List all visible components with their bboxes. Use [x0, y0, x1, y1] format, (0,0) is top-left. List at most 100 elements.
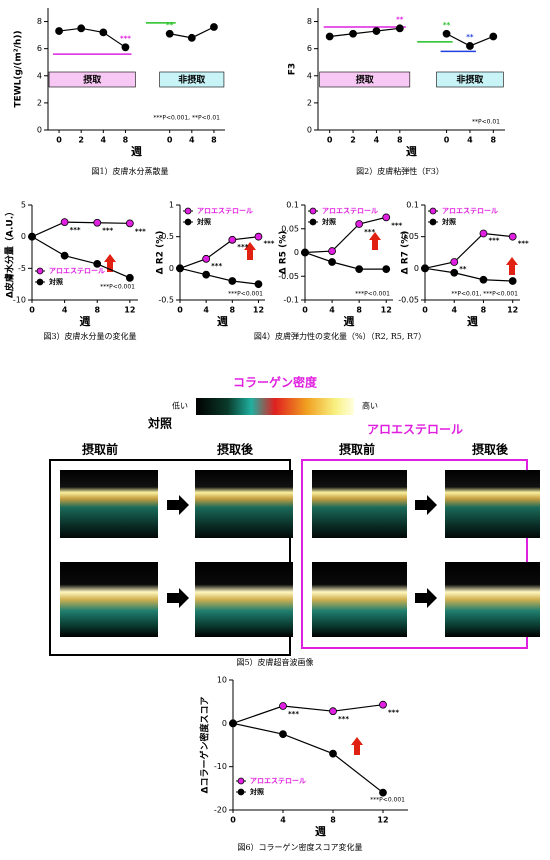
- data-point: [450, 258, 459, 266]
- x-tick-label: 8: [211, 136, 217, 145]
- colorbar-title: コラーゲン密度: [233, 375, 318, 390]
- y-tick-label: 0: [37, 126, 42, 135]
- legend-label: アロエステロール: [322, 207, 378, 215]
- x-axis-label: 週: [131, 144, 142, 158]
- data-point: [395, 24, 404, 33]
- series-line: [232, 704, 384, 724]
- x-tick-label: 0: [177, 306, 183, 315]
- significance-label: **: [443, 21, 451, 29]
- legend-marker: [184, 218, 192, 226]
- x-tick-label: 12: [253, 306, 264, 315]
- x-tick-label: 8: [94, 306, 100, 315]
- caption: 図3）皮膚水分量の変化量: [43, 331, 136, 341]
- data-point: [77, 24, 86, 33]
- caption: 図5）皮膚超音波画像: [236, 657, 313, 667]
- y-axis-label: Δコラーゲン密度スコア: [199, 697, 211, 794]
- x-tick-label: 0: [422, 306, 428, 315]
- data-point: [372, 27, 381, 35]
- caption: 図2）皮膚粘弾性（F3）: [356, 166, 444, 176]
- y-tick-label: 0: [414, 264, 419, 273]
- x-tick-label: 12: [381, 306, 392, 315]
- significance-label: ***: [338, 715, 349, 723]
- x-tick-label: 8: [330, 816, 336, 825]
- data-point: [479, 275, 488, 284]
- series-line: [179, 236, 259, 269]
- legend-marker: [429, 207, 437, 215]
- legend-label: アロエステロール: [250, 777, 306, 785]
- x-axis-label: 週: [217, 314, 228, 328]
- y-axis-label: Δ皮膚水分量（A.U.）: [4, 207, 16, 298]
- y-tick-label: 0: [169, 264, 174, 273]
- data-point: [165, 29, 174, 38]
- y-tick-label: -5: [18, 264, 26, 273]
- ultrasound-image: [445, 470, 540, 538]
- significance-label: **: [466, 33, 474, 41]
- x-tick-label: 0: [302, 306, 308, 315]
- group-box: [301, 459, 528, 649]
- arrow: [506, 257, 518, 275]
- legend-label: 対照: [48, 277, 63, 286]
- y-tick-label: 0.5: [161, 232, 174, 241]
- y-tick-label: -0.05: [398, 296, 419, 305]
- legend-label: アロエステロール: [197, 207, 253, 215]
- x-axis-label: 週: [344, 314, 355, 328]
- x-tick-label: 4: [203, 306, 209, 315]
- significance-label: ***: [211, 262, 222, 270]
- data-point: [329, 707, 337, 716]
- y-tick-label: 2: [37, 98, 42, 107]
- legend-label: アロエステロール: [49, 267, 105, 275]
- data-point: [466, 42, 474, 50]
- x-tick-label: 4: [101, 136, 107, 145]
- series-line: [424, 267, 513, 282]
- y-tick-label: -10: [214, 762, 227, 771]
- x-axis-label: 週: [406, 144, 417, 158]
- data-point: [442, 29, 451, 38]
- footnote: **P<0.01: [472, 119, 500, 126]
- x-tick-label: 4: [374, 136, 380, 145]
- data-point: [329, 749, 337, 758]
- group-label: アロエステロール: [367, 423, 463, 437]
- data-point: [489, 32, 498, 41]
- series-line: [31, 236, 131, 279]
- x-axis-label: 週: [467, 314, 478, 328]
- y-tick-label: 4: [307, 71, 312, 80]
- colorbar-low: 低い: [172, 401, 188, 411]
- caption: 図4）皮膚弾力性の変化量（%）（R2, R5, R7）: [254, 331, 426, 341]
- column-label: 摂取後: [472, 442, 509, 457]
- data-point: [479, 229, 488, 238]
- series-line: [304, 216, 387, 254]
- figure-5: コラーゲン密度 低い 高い 対照 アロエステロール 摂取前 摂取後 摂取前 摂取…: [49, 375, 540, 667]
- footnote: ***P<0.001, **P<0.01: [153, 115, 220, 122]
- data-point: [325, 32, 334, 41]
- y-tick-label: -0.1: [283, 296, 299, 305]
- y-tick-label: 6: [37, 44, 42, 53]
- footnote: ***P<0.001: [370, 797, 405, 804]
- significance-label: ***: [120, 34, 131, 42]
- y-tick-label: 1: [169, 201, 174, 210]
- arrow: [415, 495, 437, 515]
- data-point: [421, 264, 429, 273]
- y-tick-label: 6: [307, 44, 312, 53]
- ultrasound-image: [60, 562, 158, 637]
- x-tick-label: 4: [189, 136, 195, 145]
- group-label: 対照: [147, 416, 172, 431]
- x-tick-label: 2: [78, 136, 84, 145]
- significance-label: ***: [102, 227, 113, 235]
- y-axis-label: Δ R7 (%): [401, 231, 411, 275]
- data-point: [328, 258, 336, 266]
- legend-marker: [237, 788, 245, 796]
- x-tick-label: 12: [124, 306, 135, 315]
- data-point: [301, 248, 309, 257]
- ultrasound-image: [312, 470, 407, 538]
- phase-label: 非摂取: [456, 74, 484, 86]
- x-tick-label: 8: [491, 136, 497, 145]
- data-point: [279, 702, 287, 710]
- data-point: [508, 232, 517, 241]
- ultrasound-image: [60, 470, 158, 538]
- data-point: [176, 264, 184, 273]
- significance-label: ***: [518, 240, 529, 248]
- data-point: [355, 220, 364, 228]
- x-tick-label: 8: [397, 136, 403, 145]
- data-point: [328, 247, 336, 255]
